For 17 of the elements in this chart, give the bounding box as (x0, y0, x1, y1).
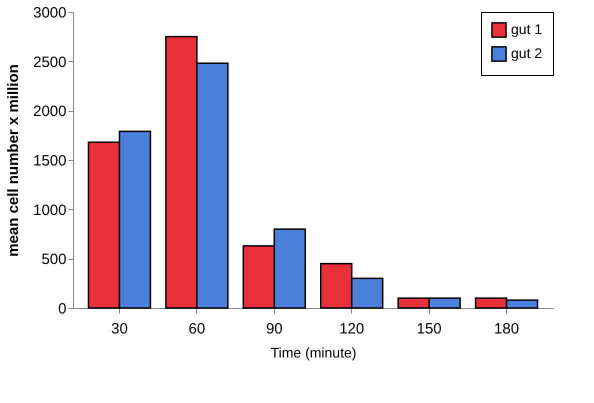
y-tick-label: 0 (58, 300, 66, 318)
x-tick-label: 120 (339, 320, 364, 338)
y-tick-label: 2500 (33, 54, 66, 71)
x-axis-title: Time (minute) (270, 344, 356, 360)
legend-label: gut 2 (511, 45, 542, 61)
x-tick-label: 180 (494, 320, 520, 338)
y-tick-label: 2000 (33, 103, 66, 120)
legend-label: gut 1 (511, 21, 542, 37)
y-axis-title: mean cell number x million (5, 64, 22, 257)
y-tick-label: 3000 (33, 4, 66, 22)
y-tick-label: 500 (41, 251, 66, 268)
x-tick-label: 150 (416, 320, 442, 338)
y-tick-label: 1500 (33, 152, 66, 170)
x-tick-label: 30 (111, 320, 128, 338)
x-tick-label: 90 (266, 320, 283, 338)
x-tick-label: 60 (188, 320, 206, 338)
y-tick-label: 1000 (33, 202, 66, 219)
